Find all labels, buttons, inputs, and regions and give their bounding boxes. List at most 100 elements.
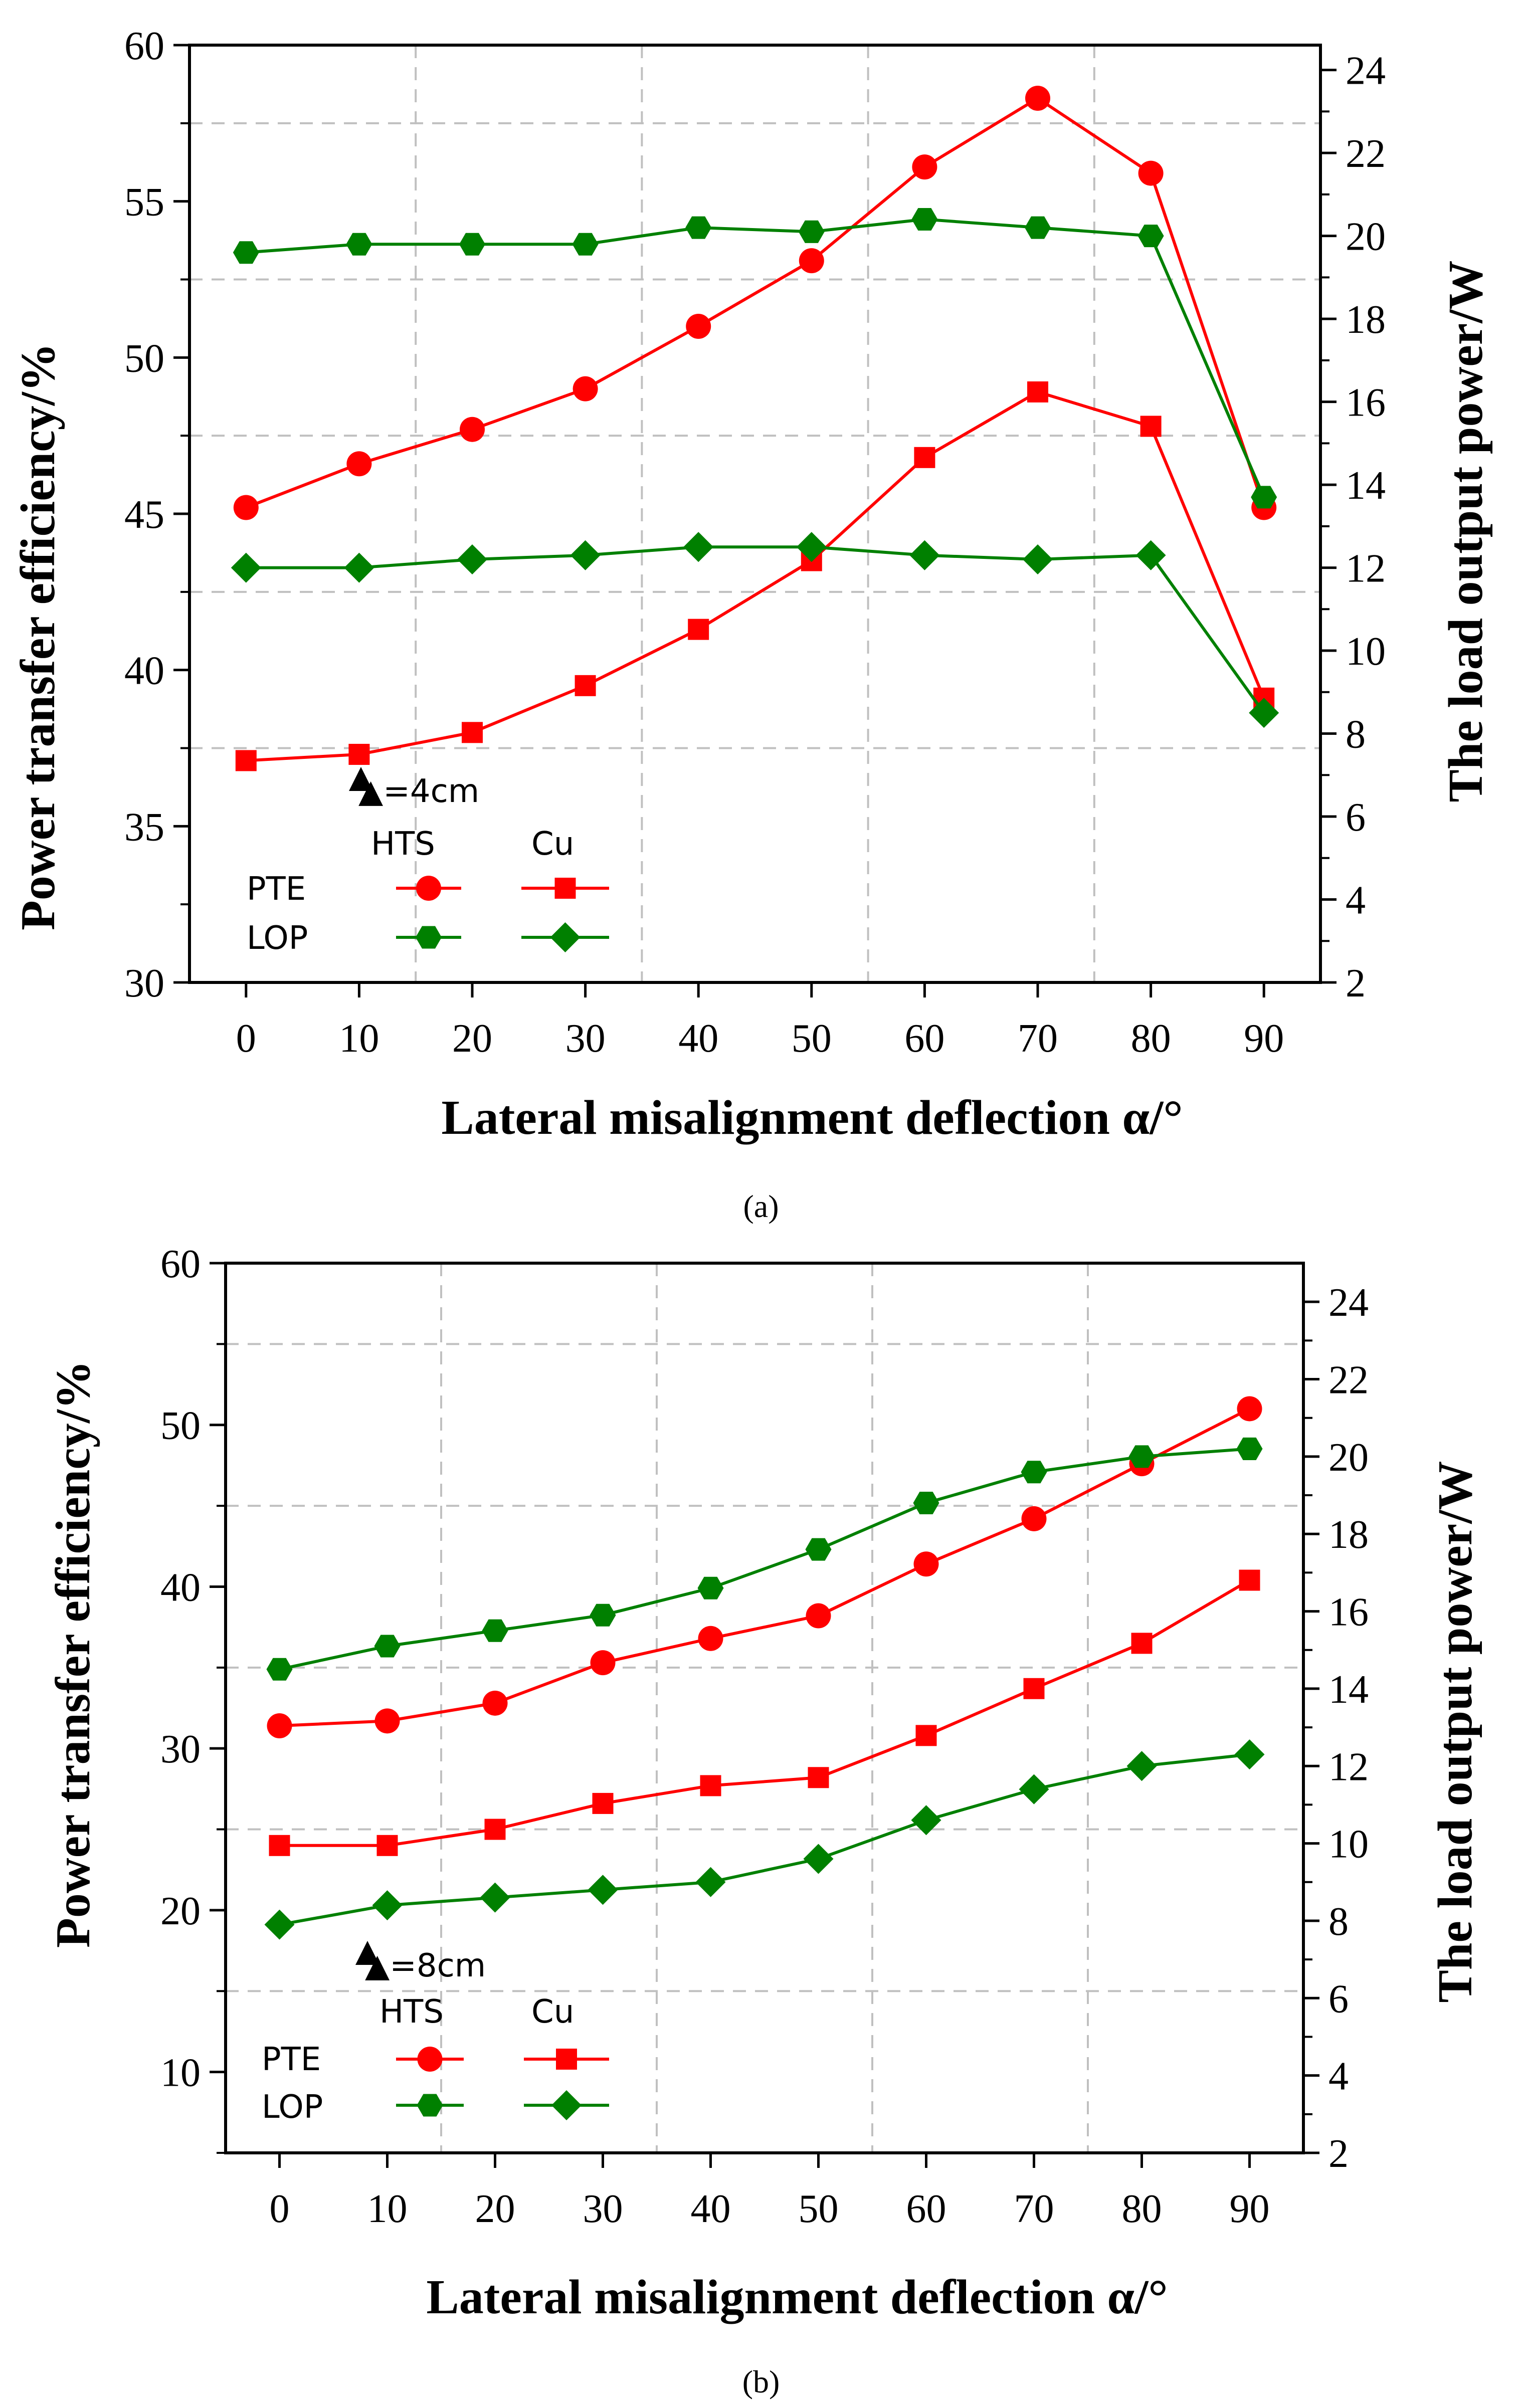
chart-b-legend-col-cu: Cu (531, 1993, 574, 2031)
chart-a-x-tick-label: 0 (236, 1017, 256, 1061)
chart-b-data-point (1236, 1437, 1263, 1460)
chart-a-data-point (1249, 698, 1279, 728)
chart-b-data-point (374, 1708, 400, 1734)
chart-a-data-point (346, 451, 372, 477)
chart-a-x-tick-label: 10 (339, 1017, 379, 1061)
chart-a-y2-tick-label: 14 (1346, 464, 1386, 508)
chart-b-data-point (806, 1603, 831, 1629)
chart-b-series-line (279, 1447, 1250, 1671)
chart-b-xlabel: Lateral misalignment deflection α/° (426, 2270, 1168, 2324)
chart-a-y2-tick-label: 4 (1346, 879, 1366, 923)
chart-b-legend-marker (417, 2094, 443, 2117)
chart-a-legend-marker (416, 876, 441, 901)
chart-a-data-point (572, 233, 599, 256)
chart-b-y2-tick-label: 22 (1328, 1358, 1369, 1402)
chart-b-data-point (269, 1835, 290, 1856)
chart-a-y-tick-label: 30 (124, 961, 164, 1006)
chart-b-data-point (374, 1635, 401, 1658)
chart-a-y2-tick-label: 2 (1346, 961, 1366, 1006)
chart-a-x-tick-label: 60 (904, 1017, 944, 1061)
chart-b-data-point (698, 1626, 723, 1651)
chart-b-data-point (915, 1725, 937, 1746)
chart-a-data-point (912, 154, 937, 180)
chart-b-y-tick-label: 30 (160, 1727, 201, 1771)
chart-a-y2-tick-label: 10 (1346, 630, 1386, 674)
chart-a-data-point (344, 552, 374, 583)
chart-b-x-tick-label: 50 (799, 2187, 839, 2231)
chart-a-legend-marker (550, 922, 581, 952)
chart-b-x-tick-label: 30 (583, 2187, 623, 2231)
chart-a-y2-tick-label: 16 (1346, 381, 1386, 425)
triangle-icon (355, 1941, 379, 1965)
chart-a-series-lop-hts (233, 208, 1277, 509)
chart-b-annotation: ▲=8cm (365, 1947, 486, 1984)
chart-a-data-point (1025, 85, 1050, 111)
chart-a-series-line (246, 390, 1265, 762)
chart-b-data-point (376, 1835, 398, 1856)
chart-b-y-tick-label: 60 (160, 1242, 201, 1286)
chart-b-series-pte-hts (267, 1396, 1262, 1738)
chart-b-series-pte-cu (269, 1569, 1260, 1856)
chart-b-series-lop-cu (264, 1739, 1265, 1940)
chart-a-data-point (1251, 486, 1277, 509)
chart-a-legend-col-hts: HTS (371, 826, 435, 863)
chart-a-data-point (1025, 216, 1051, 239)
chart-a-data-point (575, 675, 596, 696)
chart-a-annotation: ▲=4cm (358, 773, 479, 810)
chart-b-series-lop-hts (266, 1437, 1263, 1681)
chart-b-data-point (700, 1775, 721, 1796)
chart-b-series-line (279, 1407, 1250, 1727)
chart-b-y2-tick-label: 14 (1328, 1668, 1369, 1712)
chart-b-legend-marker (556, 2049, 577, 2070)
chart-b-data-point (808, 1767, 829, 1788)
chart-a-y2-tick-label: 6 (1346, 795, 1366, 840)
chart-b-data-point (1131, 1633, 1153, 1654)
chart-a-x-tick-label: 50 (792, 1017, 832, 1061)
chart-b-data-point (590, 1603, 616, 1627)
chart-b-x-tick-label: 90 (1230, 2187, 1270, 2231)
chart-a-y2-tick-label: 24 (1346, 49, 1386, 93)
chart-b-data-point (697, 1576, 724, 1599)
chart-a-data-point (460, 417, 485, 442)
chart-a-legend-marker (416, 926, 442, 949)
chart-a-y2label: The load output power/W (1439, 261, 1493, 802)
chart-b-data-point (484, 1819, 506, 1840)
chart-b-y-tick-label: 20 (160, 1889, 201, 1933)
chart-b-caption: (b) (742, 2364, 780, 2399)
chart-a-x-tick-label: 20 (452, 1017, 492, 1061)
chart-a-y2-tick-label: 20 (1346, 215, 1386, 259)
chart-a-data-point (685, 216, 712, 239)
chart-a-data-point (346, 233, 372, 256)
chart-a-ticks (173, 44, 1337, 997)
chart-b-y2-tick-label: 18 (1328, 1513, 1369, 1557)
chart-a-data-point (911, 208, 938, 231)
chart-b-ylabel: Power transfer efficiency/% (46, 1360, 100, 1948)
chart-a-y2-tick-label: 18 (1346, 298, 1386, 342)
chart-b: 0 10 20 30 40 50 60 70 80 90102030405060246810121… (46, 1242, 1482, 2399)
chart-b-x-tick-label: 70 (1014, 2187, 1054, 2231)
chart-b-tick-labels: 0 10 20 30 40 50 60 70 80 90102030405060246810121… (160, 1242, 1369, 2231)
chart-b-legend-marker (551, 2090, 582, 2120)
chart-a-data-point (1138, 160, 1164, 186)
chart-b-data-point (803, 1844, 834, 1874)
chart-a-data-point (459, 233, 485, 256)
chart-a-y2-tick-label: 22 (1346, 132, 1386, 176)
chart-b-data-point (267, 1713, 292, 1738)
chart-a-y-tick-label: 60 (124, 24, 164, 68)
chart-a-y-tick-label: 40 (124, 649, 164, 693)
chart-a-data-point (796, 532, 827, 562)
chart-a-data-point (1135, 540, 1166, 570)
chart-b-x-tick-label: 0 (270, 2187, 290, 2231)
chart-a-series-line (246, 218, 1265, 498)
chart-b-data-point (1019, 1774, 1049, 1804)
chart-b-y-tick-label: 40 (160, 1565, 201, 1610)
chart-a-x-tick-label: 90 (1244, 1017, 1284, 1061)
chart-a-data-point (909, 540, 940, 570)
chart-b-x-tick-label: 60 (906, 2187, 946, 2231)
chart-a-x-tick-label: 40 (678, 1017, 718, 1061)
chart-b-data-point (590, 1650, 616, 1676)
chart-a-tick-labels: 0 10 20 30 40 50 60 70 80 90303540455055602468101… (124, 24, 1386, 1061)
chart-a-series-pte-hts (233, 85, 1277, 520)
chart-a-series-lop-cu (231, 532, 1279, 728)
